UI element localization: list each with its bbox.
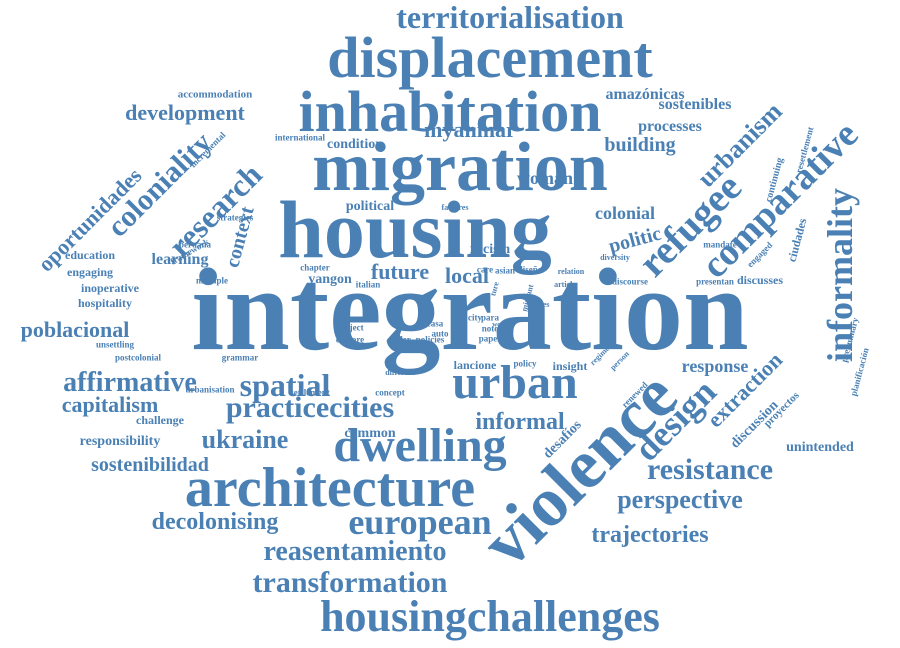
cloud-word: colonial xyxy=(594,203,656,223)
cloud-word: development xyxy=(125,100,245,125)
cloud-word: policy xyxy=(513,358,537,369)
cloud-word: casa xyxy=(426,318,444,329)
cloud-word: challenge xyxy=(136,413,184,427)
cloud-word: territorialisation xyxy=(396,0,624,35)
cloud-word: series xyxy=(530,300,550,309)
cloud-word: ciudades xyxy=(784,216,810,264)
cloud-word: resistance xyxy=(646,453,774,486)
cloud-word: woman xyxy=(516,168,574,188)
cloud-word: integration xyxy=(191,244,749,375)
cloud-word: displacement xyxy=(327,25,653,90)
cloud-word: processes xyxy=(638,118,702,135)
cloud-word: paper xyxy=(478,333,502,344)
cloud-word: relation xyxy=(557,267,585,276)
cloud-word: spatial xyxy=(239,367,331,403)
cloud-word: different xyxy=(385,368,415,377)
cloud-word: project xyxy=(336,322,364,333)
cloud-word: international xyxy=(274,132,326,143)
cloud-word: response xyxy=(681,356,749,376)
cloud-word: migration xyxy=(312,129,608,206)
cloud-word: affirmative xyxy=(63,367,197,398)
cloud-word: urbanisation xyxy=(185,384,235,395)
cloud-word: perspective xyxy=(617,485,743,514)
cloud-word: note xyxy=(481,323,499,334)
cloud-word: strategies xyxy=(216,212,254,223)
cloud-word: yangon xyxy=(308,272,352,287)
cloud-word: urban xyxy=(452,356,578,409)
cloud-word: city xyxy=(468,312,482,323)
cloud-word: order xyxy=(389,334,411,345)
cloud-word: housing xyxy=(278,184,552,275)
cloud-word: concept xyxy=(375,387,405,398)
cloud-word: common xyxy=(344,426,396,441)
cloud-word: settlement xyxy=(290,387,330,398)
cloud-word: unsettling xyxy=(95,339,135,350)
cloud-word: insight xyxy=(552,359,588,373)
cloud-word: peruana xyxy=(178,239,212,250)
cloud-word: practicecities xyxy=(225,391,395,424)
cloud-word: lancione xyxy=(453,358,497,372)
cloud-word: study xyxy=(526,305,544,314)
cloud-word: work xyxy=(492,320,508,329)
cloud-word: future xyxy=(370,259,430,284)
cloud-word: mandate xyxy=(703,239,737,250)
cloud-word: dwelling xyxy=(333,419,507,472)
cloud-word: capitalism xyxy=(61,392,159,417)
cloud-word: italian xyxy=(355,279,381,290)
cloud-word: inhabitation xyxy=(298,79,602,144)
cloud-word: amazónicas xyxy=(605,86,685,103)
cloud-word: housingchallenges xyxy=(320,592,660,641)
cloud-word: hospitality xyxy=(77,296,133,310)
cloud-word: decolonising xyxy=(151,509,279,535)
cloud-word: discusses xyxy=(736,273,784,287)
cloud-word: grammar xyxy=(221,352,259,363)
cloud-word: asian xyxy=(494,265,516,276)
cloud-word: postcolonial xyxy=(114,352,162,363)
cloud-word: sostenibilidad xyxy=(91,454,209,476)
cloud-word: transformation xyxy=(252,566,448,599)
cloud-word: learning xyxy=(151,251,209,268)
cloud-word: presentan xyxy=(696,276,734,287)
cloud-word: unintended xyxy=(786,440,854,455)
cloud-word: auto xyxy=(431,328,449,339)
cloud-word: article xyxy=(554,280,576,289)
cloud-word: inoperative xyxy=(81,281,139,295)
cloud-word: informal xyxy=(475,409,565,435)
cloud-word: condition xyxy=(326,137,384,152)
cloud-word: racism xyxy=(469,242,511,257)
cloud-word: care xyxy=(476,264,494,275)
cloud-word: policies xyxy=(415,334,445,345)
cloud-word: multiple xyxy=(195,275,229,286)
cloud-word: european xyxy=(348,502,492,542)
cloud-word: myanmar xyxy=(424,117,516,142)
cloud-word: discourse xyxy=(612,276,648,287)
cloud-word: explore xyxy=(335,334,365,345)
cloud-word: architecture xyxy=(184,457,476,519)
cloud-word: engaging xyxy=(66,265,114,279)
cloud-word: ukraine xyxy=(201,425,289,454)
cloud-word: para xyxy=(481,312,499,323)
cloud-word: responsibility xyxy=(79,434,161,449)
cloud-word: local xyxy=(445,263,489,288)
cloud-word: accommodation xyxy=(177,88,253,101)
cloud-word: poblacional xyxy=(20,317,130,342)
cloud-word: factores xyxy=(441,203,469,212)
cloud-word: education xyxy=(64,248,116,262)
cloud-word: diseño xyxy=(517,264,543,275)
cloud-word: building xyxy=(604,134,676,156)
cloud-word: sostenibles xyxy=(658,96,732,113)
cloud-word: chapter xyxy=(300,262,330,273)
cloud-word: reasentamiento xyxy=(263,536,447,567)
cloud-word: political xyxy=(345,199,395,214)
cloud-word: trajectories xyxy=(591,522,709,548)
cloud-word: diversity xyxy=(600,253,630,262)
